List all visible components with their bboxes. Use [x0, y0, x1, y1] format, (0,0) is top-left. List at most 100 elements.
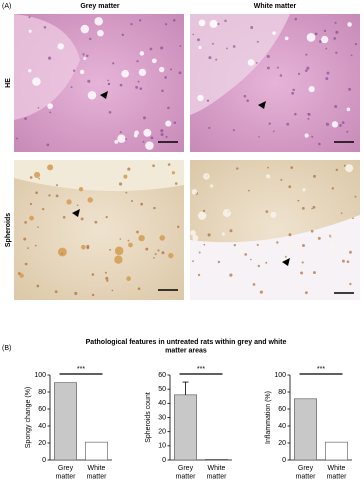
cell: [37, 106, 40, 109]
cell: [80, 24, 90, 34]
cell: [139, 51, 145, 56]
cell: [134, 130, 139, 136]
arrowhead: [282, 258, 290, 266]
cell: [280, 178, 283, 181]
y-axis-label: Inflammation (%): [265, 391, 272, 444]
cell: [107, 83, 110, 86]
cell: [317, 236, 321, 240]
y-tick-label: 100: [274, 372, 286, 379]
cell: [246, 99, 250, 102]
cell: [341, 259, 345, 263]
y-tick-label: 20: [158, 429, 166, 436]
cell: [167, 106, 170, 110]
cell: [347, 22, 352, 27]
cell: [152, 164, 155, 168]
cell: [177, 225, 180, 229]
bar: [205, 458, 228, 461]
arrowhead: [258, 101, 266, 109]
cell: [142, 140, 145, 143]
cell: [320, 35, 329, 44]
cell: [127, 167, 131, 171]
tissue-region: [14, 160, 184, 192]
cell: [24, 117, 27, 120]
cell: [48, 194, 51, 197]
cell: [349, 282, 352, 286]
cell: [236, 167, 239, 170]
cell: [313, 174, 316, 178]
cell: [91, 273, 95, 276]
cell: [118, 182, 123, 186]
cell: [346, 107, 351, 112]
cell: [314, 32, 318, 36]
cell: [172, 19, 176, 22]
cell: [229, 273, 233, 277]
cell: [323, 29, 327, 33]
cell: [354, 42, 358, 46]
cell: [257, 264, 261, 268]
cell: [80, 217, 84, 221]
cell: [89, 37, 92, 41]
cell: [217, 260, 221, 264]
cell: [266, 174, 271, 179]
cell: [250, 258, 252, 261]
y-tick-label: 80: [38, 389, 46, 396]
cell: [265, 261, 268, 264]
significance-label: ***: [197, 366, 205, 373]
cell: [197, 38, 200, 42]
cell: [344, 164, 354, 173]
bar: [294, 398, 317, 461]
y-tick-label: 10: [158, 443, 166, 450]
y-axis-label: Spongy change (%): [25, 387, 32, 448]
cell: [114, 246, 124, 256]
significance-label: ***: [77, 366, 85, 373]
cell: [114, 255, 123, 264]
cell: [225, 288, 230, 294]
cell: [114, 139, 119, 144]
column-header: Grey matter: [80, 3, 120, 10]
cell: [267, 166, 269, 169]
cell: [292, 88, 295, 92]
cell: [243, 94, 247, 98]
cell: [119, 238, 122, 240]
y-tick-label: 50: [158, 386, 166, 393]
cell: [256, 243, 259, 246]
arrowhead: [72, 209, 80, 217]
cell: [244, 253, 248, 256]
cell: [226, 47, 228, 50]
cell: [117, 134, 126, 143]
cell: [265, 210, 269, 213]
cell: [190, 229, 196, 236]
cell: [164, 23, 168, 26]
cell: [247, 59, 255, 66]
cell: [348, 87, 352, 91]
cell: [288, 185, 292, 189]
cell: [250, 25, 254, 29]
cell: [161, 251, 165, 255]
cell: [16, 137, 18, 140]
cell: [206, 99, 210, 102]
cell: [307, 112, 311, 116]
cell: [335, 168, 339, 172]
tissue-region: [190, 215, 360, 300]
cell: [29, 215, 34, 221]
cell: [72, 69, 76, 72]
cell: [198, 251, 201, 254]
cell: [202, 209, 206, 213]
y-tick-label: 40: [278, 423, 286, 430]
cell: [208, 126, 211, 129]
cell: [78, 187, 84, 192]
cell: [38, 177, 41, 180]
bar: [85, 441, 108, 461]
y-tick-label: 80: [278, 389, 286, 396]
cell: [305, 53, 308, 56]
cell: [339, 124, 342, 127]
cell: [276, 241, 279, 244]
y-tick-label: 100: [34, 372, 46, 379]
cell: [138, 19, 142, 22]
cell: [286, 122, 290, 126]
cell: [294, 17, 298, 21]
cell: [211, 42, 214, 45]
tissue-region: [190, 14, 290, 115]
cell: [55, 184, 59, 187]
cell: [333, 37, 337, 40]
